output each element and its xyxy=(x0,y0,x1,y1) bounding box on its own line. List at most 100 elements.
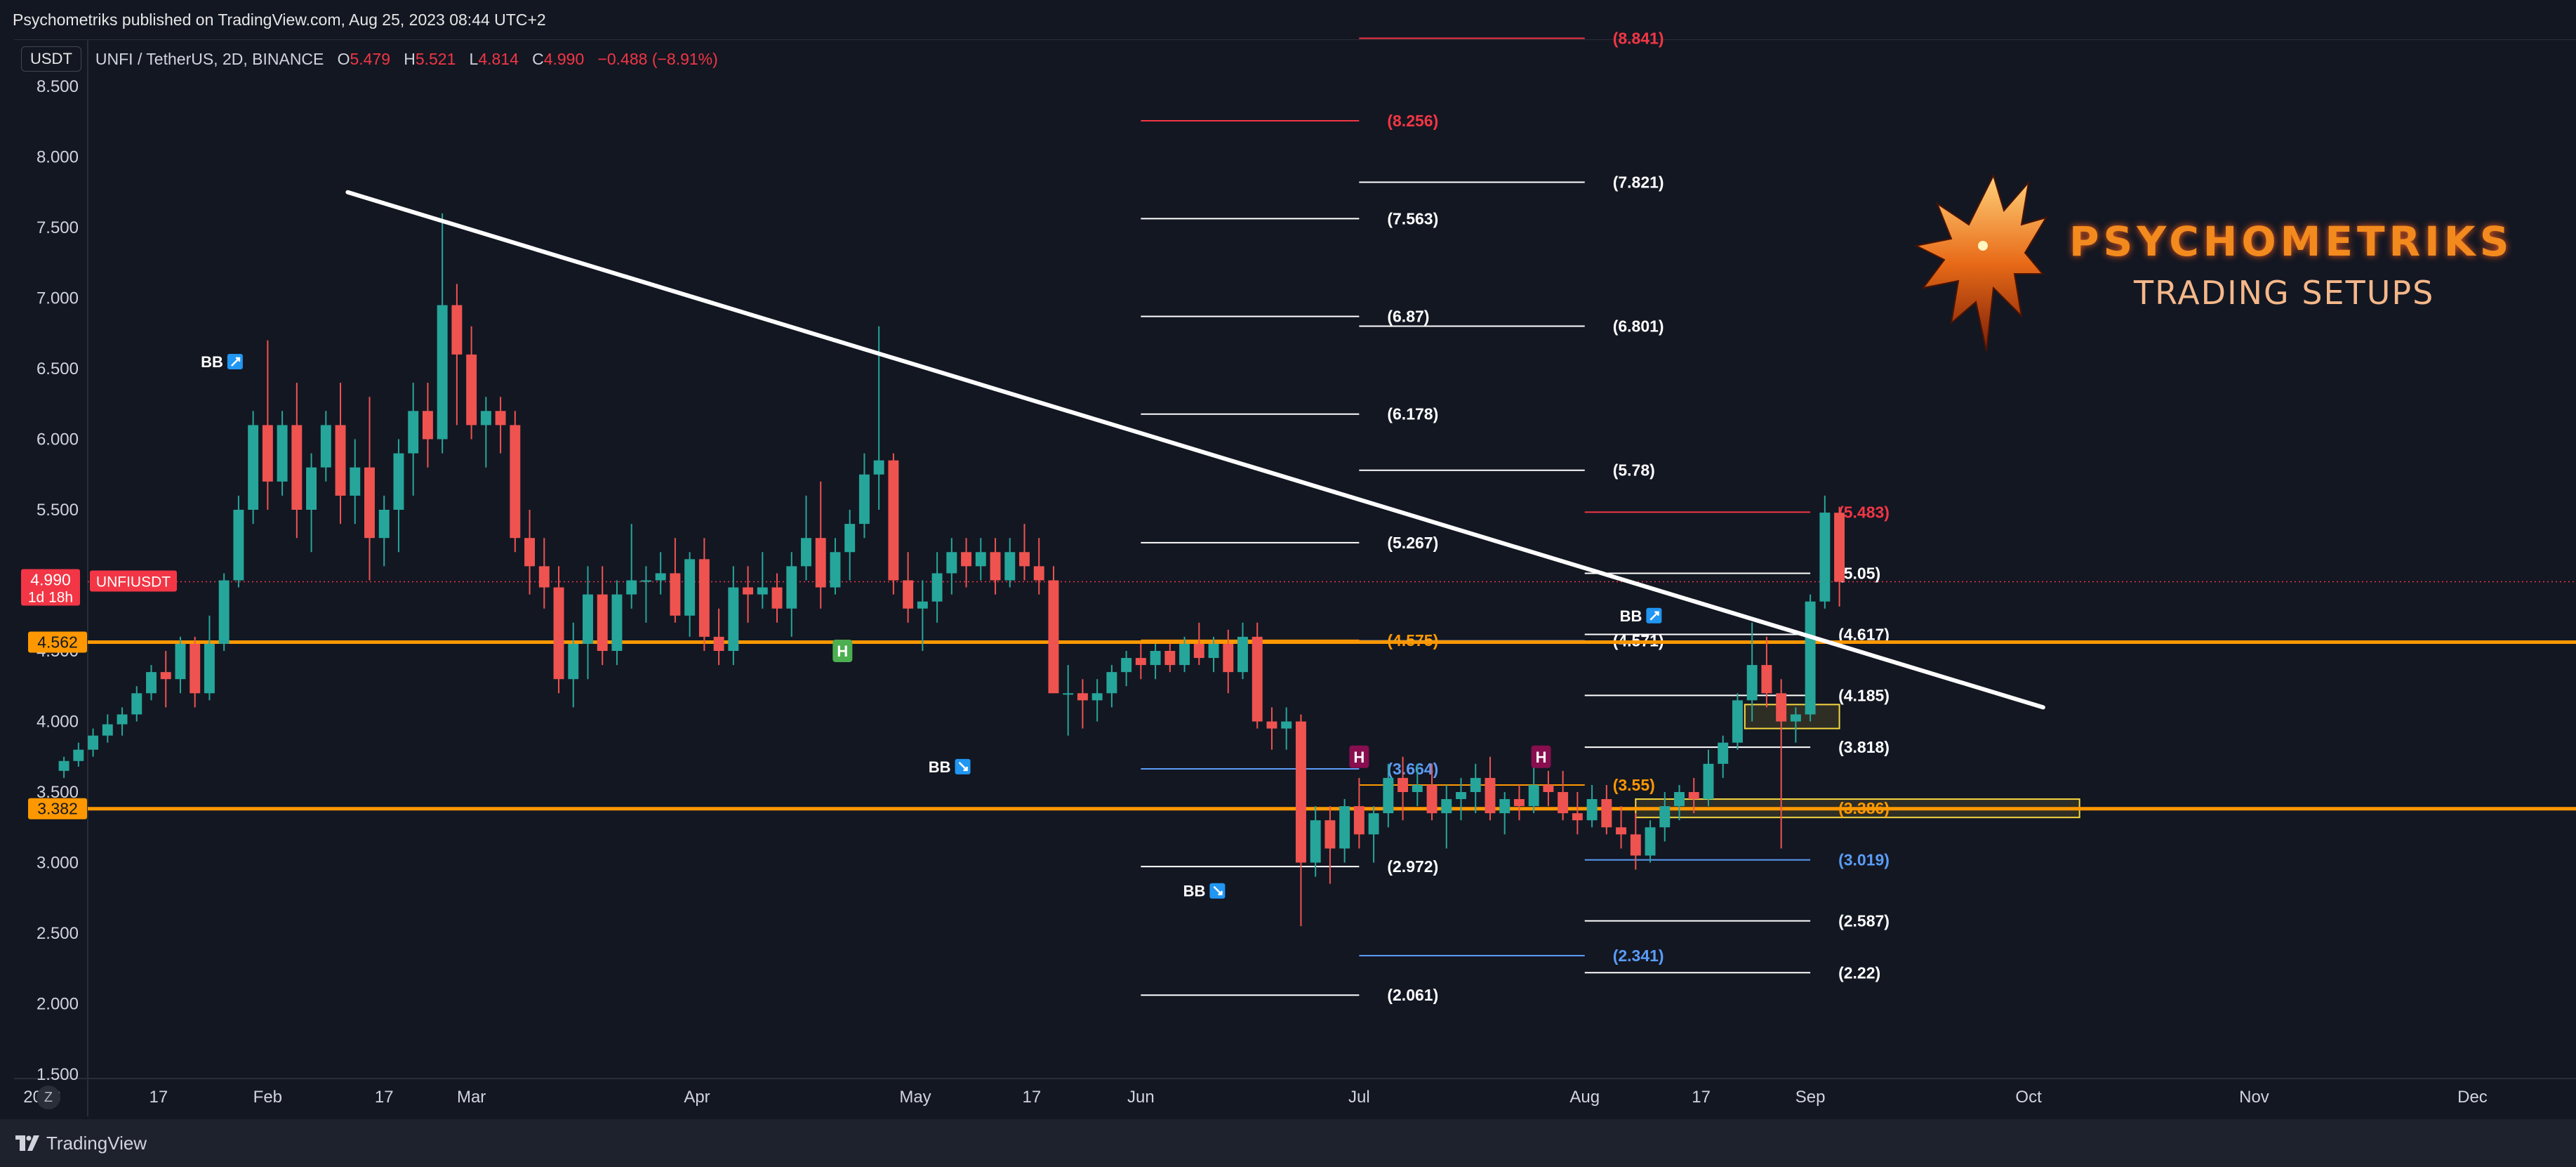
candle-body xyxy=(888,460,899,581)
candle-body xyxy=(1470,777,1481,792)
candle-body xyxy=(451,305,463,355)
candle-body xyxy=(1456,792,1466,800)
arrow-up-right-icon xyxy=(231,357,241,367)
candle-body xyxy=(1208,643,1219,659)
candle-body xyxy=(1383,777,1394,814)
x-tick-label: Jun xyxy=(1127,1088,1155,1107)
currency-button[interactable]: USDT xyxy=(21,46,81,72)
chart-frame[interactable] xyxy=(14,39,2576,1117)
candle-body xyxy=(1674,792,1685,807)
arrow-down-right-icon xyxy=(1213,885,1223,895)
candle-body xyxy=(1150,651,1161,666)
fib-level-label: (8.256) xyxy=(1387,112,1438,130)
x-tick-label: Jul xyxy=(1348,1088,1370,1107)
candle-body xyxy=(1048,580,1059,694)
candle-body xyxy=(1572,813,1583,821)
symbol-info[interactable]: UNFI / TetherUS, 2D, BINANCE O5.479 H5.5… xyxy=(95,50,718,69)
candle-body xyxy=(175,643,186,680)
high-value: 5.521 xyxy=(415,49,456,68)
auto-scale-button[interactable]: Z xyxy=(36,1086,60,1109)
candle-body xyxy=(815,538,826,588)
candle-body xyxy=(917,601,928,609)
candle-body xyxy=(1237,636,1248,673)
y-tick-label: 4.000 xyxy=(36,713,79,732)
candle-body xyxy=(655,573,666,581)
candle-body xyxy=(233,510,244,581)
fib-level-label: (8.841) xyxy=(1613,29,1664,47)
candle-body xyxy=(1761,665,1772,694)
fib-level-label: (2.972) xyxy=(1387,857,1438,876)
candle-body xyxy=(1179,643,1190,666)
candle-body xyxy=(626,580,637,595)
fib-level-label: (7.563) xyxy=(1387,209,1438,228)
candle-body xyxy=(1645,827,1656,856)
chart-canvas[interactable]: 8.5008.0007.5007.0006.5006.0005.5005.000… xyxy=(0,0,2576,1119)
candle-body xyxy=(466,354,477,426)
y-tick-label: 2.500 xyxy=(36,924,79,943)
fib-level-label: (6.87) xyxy=(1387,308,1429,326)
fib-level-label: (3.019) xyxy=(1838,851,1890,869)
candle-body xyxy=(218,580,230,644)
fib-level-label: (3.818) xyxy=(1838,738,1890,756)
bb-signal-label: BB xyxy=(201,353,223,371)
candle-body xyxy=(320,425,331,468)
x-tick-label: Mar xyxy=(457,1088,486,1107)
candle-body xyxy=(858,474,870,525)
candle-body xyxy=(1223,643,1234,673)
candle-body xyxy=(1397,777,1409,792)
candle-body xyxy=(480,411,491,426)
candle-body xyxy=(771,587,783,609)
candle-body xyxy=(1019,552,1030,567)
candle-body xyxy=(1513,799,1525,807)
candle-body xyxy=(335,425,346,496)
change-value: −0.488 (−8.91%) xyxy=(597,49,718,68)
candle-body xyxy=(1121,658,1132,673)
candle-body xyxy=(1339,806,1350,849)
candle-body xyxy=(1106,672,1117,694)
candle-body xyxy=(204,643,215,694)
y-tick-label: 5.500 xyxy=(36,501,79,520)
candle-body xyxy=(961,552,972,567)
candle-body xyxy=(131,693,142,715)
candle-body xyxy=(1310,820,1321,863)
y-tick-label: 2.000 xyxy=(36,995,79,1014)
candle-body xyxy=(1077,693,1088,701)
brand-subtitle: TRADING SETUPS xyxy=(2134,274,2435,312)
close-label: C xyxy=(532,49,544,68)
y-tick-label: 6.000 xyxy=(36,430,79,449)
candle-body xyxy=(1324,820,1336,849)
symbol-name: UNFI / TetherUS, 2D, BINANCE xyxy=(95,49,324,68)
candle-body xyxy=(597,594,608,651)
level-price-value: 4.562 xyxy=(37,633,78,652)
tradingview-logo-icon xyxy=(15,1135,39,1151)
candle-body xyxy=(946,552,957,574)
candle-body xyxy=(248,425,259,510)
fib-level-label: (2.061) xyxy=(1387,986,1438,1004)
candle-body xyxy=(1601,799,1612,828)
candle-body xyxy=(568,643,579,680)
bb-signal-label: BB xyxy=(1620,607,1642,625)
candle-body xyxy=(1688,792,1699,800)
candle-body xyxy=(1485,777,1496,814)
fib-level-label: (5.78) xyxy=(1613,461,1655,480)
candle-body xyxy=(830,552,841,588)
h-signal-label: H xyxy=(1536,749,1547,766)
current-price-value: 4.990 xyxy=(30,571,71,589)
footer-bar: TradingView xyxy=(0,1119,2576,1167)
tradingview-brand-text: TradingView xyxy=(46,1132,147,1154)
bb-signal-label: BB xyxy=(929,758,951,776)
candle-body xyxy=(102,724,113,736)
low-value: 4.814 xyxy=(478,49,519,68)
candle-body xyxy=(713,636,724,651)
candle-body xyxy=(437,305,448,440)
candle-body xyxy=(1426,784,1438,814)
candle-body xyxy=(510,425,521,539)
tradingview-logo[interactable]: TradingView xyxy=(15,1133,147,1154)
candle-body xyxy=(975,552,986,567)
x-tick-label: Oct xyxy=(2015,1088,2042,1107)
close-value: 4.990 xyxy=(543,49,585,68)
level-price-tag xyxy=(28,631,87,653)
trendline xyxy=(345,190,2045,710)
publish-text: Psychometriks published on TradingView.c… xyxy=(13,10,546,29)
candle-body xyxy=(495,411,506,426)
